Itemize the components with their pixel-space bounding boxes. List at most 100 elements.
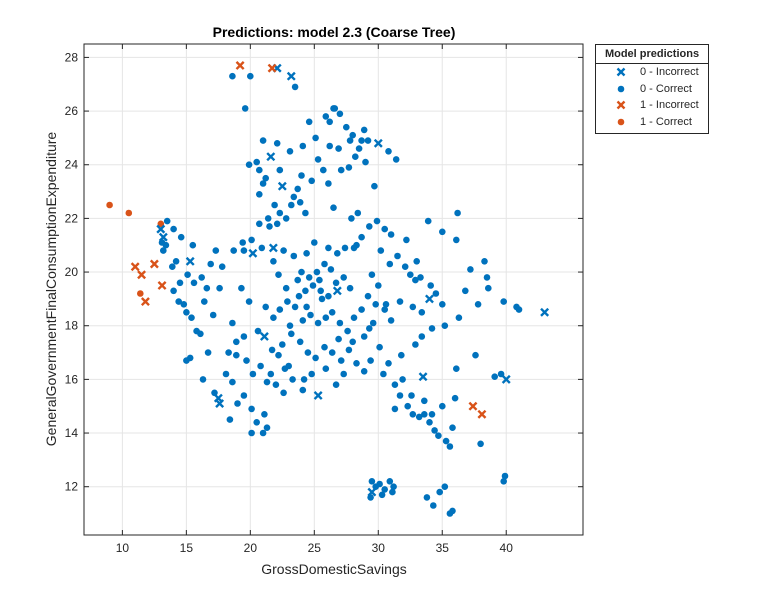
point-0-correct xyxy=(183,309,190,316)
x-tick-label: 40 xyxy=(500,541,514,555)
point-0-correct xyxy=(207,260,214,268)
point-0-correct xyxy=(500,478,508,485)
point-0-correct xyxy=(262,174,270,182)
point-0-correct xyxy=(385,148,392,155)
point-0-correct xyxy=(515,306,523,313)
point-0-correct xyxy=(386,478,394,485)
point-0-correct xyxy=(320,166,327,174)
x-tick-label: 20 xyxy=(244,541,258,555)
point-0-correct xyxy=(286,322,294,330)
point-0-correct xyxy=(284,298,291,305)
point-0-correct xyxy=(385,360,392,367)
point-0-correct xyxy=(360,126,368,134)
point-0-correct xyxy=(371,182,378,190)
point-0-correct xyxy=(349,338,357,346)
point-0-correct xyxy=(326,118,334,126)
point-0-correct xyxy=(225,349,232,356)
axis-box xyxy=(83,43,584,536)
point-0-correct xyxy=(449,507,456,515)
point-0-correct xyxy=(345,164,353,171)
point-0-correct xyxy=(248,429,255,437)
point-0-correct xyxy=(441,483,449,491)
y-axis-label: GeneralGovernmentFinalConsumptionExpendi… xyxy=(43,132,59,447)
point-0-correct xyxy=(352,153,359,160)
point-0-correct xyxy=(446,443,454,450)
point-0-correct xyxy=(451,394,459,402)
point-0-correct xyxy=(229,378,236,386)
y-tick-label: 14 xyxy=(65,426,79,440)
point-0-correct xyxy=(396,298,404,305)
point-0-correct xyxy=(294,185,302,193)
point-0-correct xyxy=(364,137,372,144)
axes: 10 15 20 25 30 35 40 12 14 16 18 20 22 24 26 28 xyxy=(65,43,584,555)
x-tick-label: 25 xyxy=(308,541,322,555)
point-0-correct xyxy=(367,357,374,364)
point-0-correct xyxy=(289,376,296,383)
point-0-incorrect xyxy=(156,224,166,234)
point-0-correct xyxy=(325,292,332,300)
point-0-correct xyxy=(474,301,482,308)
point-1-correct xyxy=(125,209,133,217)
point-0-correct xyxy=(303,250,310,257)
point-0-correct xyxy=(327,266,335,273)
point-0-correct xyxy=(381,486,389,493)
legend-label: 1 - Incorrect xyxy=(640,99,699,111)
point-0-incorrect xyxy=(259,332,269,341)
y-tick-label: 12 xyxy=(65,480,79,494)
point-0-correct xyxy=(295,292,303,300)
point-0-correct xyxy=(386,260,394,268)
point-0-correct xyxy=(257,362,264,370)
point-0-correct xyxy=(428,411,436,418)
point-0-correct xyxy=(305,274,313,281)
point-0-correct xyxy=(426,419,433,426)
point-0-correct xyxy=(322,113,330,120)
point-0-correct xyxy=(331,105,339,112)
point-0-correct xyxy=(408,392,415,399)
point-0-correct xyxy=(302,287,309,295)
point-0-correct xyxy=(201,298,208,305)
point-0-correct xyxy=(340,274,348,281)
legend-label: 0 - Incorrect xyxy=(640,66,699,78)
point-0-correct xyxy=(322,314,330,322)
point-0-correct xyxy=(409,303,417,311)
point-0-correct xyxy=(332,381,340,389)
point-0-correct xyxy=(199,376,207,383)
point-0-correct xyxy=(259,180,267,187)
point-0-correct xyxy=(233,351,240,359)
point-0-incorrect xyxy=(286,71,296,81)
point-0-correct xyxy=(266,223,273,230)
point-0-correct xyxy=(436,488,444,496)
point-0-correct xyxy=(282,215,290,222)
point-0-correct xyxy=(401,263,409,271)
point-0-correct xyxy=(403,236,410,244)
point-0-correct xyxy=(353,360,360,367)
point-1-correct xyxy=(137,290,144,297)
point-0-correct xyxy=(358,306,365,313)
point-0-correct xyxy=(427,282,435,289)
point-0-correct xyxy=(276,166,284,174)
point-0-correct xyxy=(203,284,211,292)
point-0-correct xyxy=(396,392,404,399)
point-0-correct xyxy=(418,309,426,316)
point-0-correct xyxy=(483,274,491,281)
plot-background xyxy=(84,44,583,535)
point-0-correct xyxy=(500,298,508,305)
point-0-correct xyxy=(413,258,421,265)
legend-label: 0 - Correct xyxy=(640,82,692,95)
point-0-incorrect xyxy=(418,372,428,382)
data-marks xyxy=(106,61,550,517)
point-0-correct xyxy=(453,236,460,244)
point-0-correct xyxy=(432,290,440,297)
point-0-correct xyxy=(261,411,268,418)
x-marker-icon xyxy=(616,67,626,77)
point-0-correct xyxy=(485,284,492,292)
point-0-correct xyxy=(312,134,319,142)
point-1-incorrect xyxy=(140,297,150,307)
point-0-correct xyxy=(290,193,298,201)
point-0-incorrect xyxy=(425,294,434,304)
point-0-correct xyxy=(316,276,323,284)
point-0-correct xyxy=(353,241,360,249)
point-0-correct xyxy=(355,145,363,152)
point-0-incorrect xyxy=(367,487,377,497)
point-0-correct xyxy=(249,370,257,378)
